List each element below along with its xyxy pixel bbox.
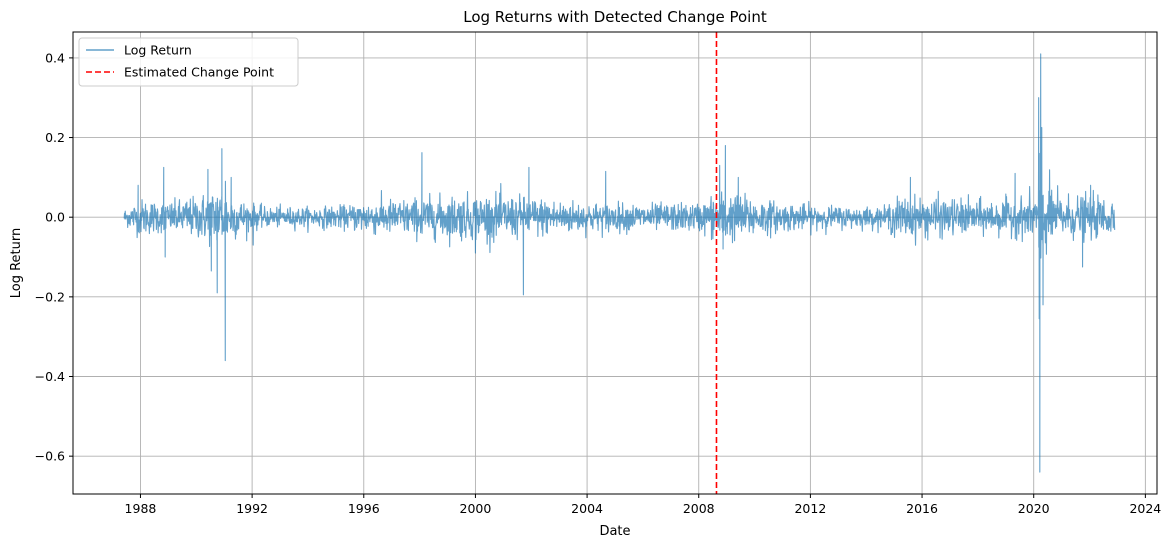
y-axis-label: Log Return	[9, 228, 24, 299]
chart-title: Log Returns with Detected Change Point	[463, 8, 767, 26]
plot-frame	[72, 31, 1158, 495]
x-tick-label: 2020	[1018, 501, 1050, 516]
legend-box	[78, 37, 299, 87]
x-tick-label: 1988	[125, 501, 157, 516]
y-axis: −0.6 −0.4 −0.2 0.0 0.2 0.4	[35, 50, 73, 464]
x-tick-label: 2012	[794, 501, 826, 516]
x-tick-label: 1992	[236, 501, 268, 516]
legend: Log Return Estimated Change Point	[78, 37, 299, 87]
x-axis-label: Date	[599, 524, 630, 539]
y-tick-label: 0.0	[45, 210, 65, 225]
x-tick-label: 2008	[683, 501, 715, 516]
legend-label-change-point: Estimated Change Point	[124, 65, 274, 80]
x-tick-label: 1996	[348, 501, 380, 516]
y-tick-label: 0.4	[45, 50, 65, 65]
series-layer	[123, 53, 1116, 473]
y-tick-label: −0.6	[35, 449, 65, 464]
x-tick-label: 2016	[906, 501, 938, 516]
x-tick-label: 2000	[460, 501, 492, 516]
grid-layer	[73, 32, 1157, 494]
x-tick-label: 2004	[571, 501, 603, 516]
x-axis: 1988 1992 1996 2000 2004 2008 2012 2016 2020 2024	[125, 494, 1161, 516]
x-tick-label: 2024	[1129, 501, 1161, 516]
legend-label-log-return: Log Return	[124, 43, 192, 58]
y-tick-label: −0.4	[35, 369, 65, 384]
y-tick-label: 0.2	[45, 130, 65, 145]
y-tick-label: −0.2	[35, 289, 65, 304]
log-return-line	[123, 53, 1116, 473]
